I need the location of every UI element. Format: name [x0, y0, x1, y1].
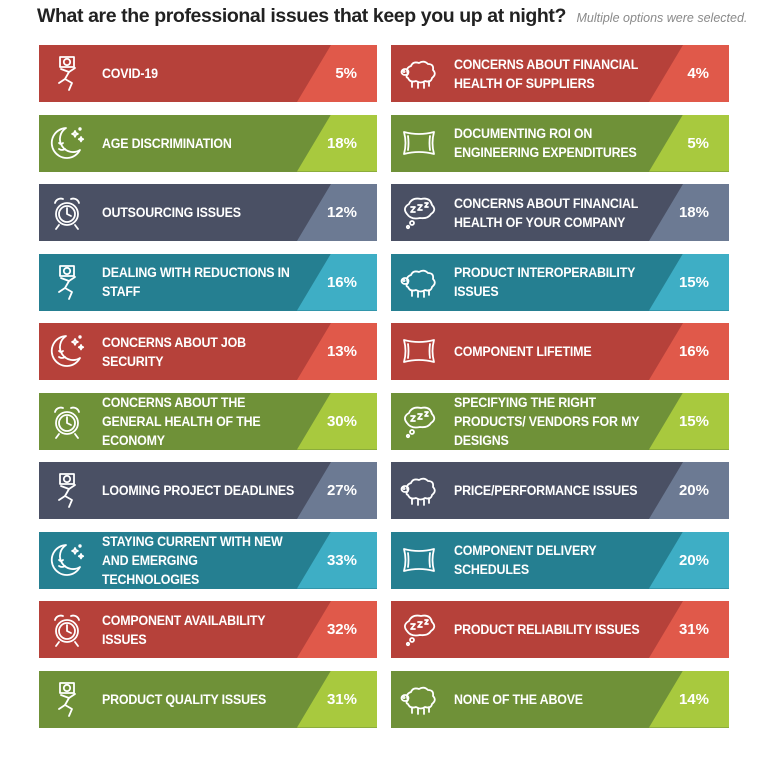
- moon-stars-icon: [47, 331, 87, 371]
- issue-row: CONCERNS ABOUT THE GENERAL HEALTH OF THE…: [39, 392, 377, 450]
- issue-row: DOCUMENTING ROI ON ENGINEERING EXPENDITU…: [391, 114, 729, 172]
- zzz-bubble-icon: [399, 609, 439, 649]
- issue-row: DEALING WITH REDUCTIONS IN STAFF 16%: [39, 253, 377, 311]
- issue-row: NONE OF THE ABOVE 14%: [391, 670, 729, 728]
- issue-percent: 14%: [678, 690, 709, 708]
- issue-row: SPECIFYING THE RIGHT PRODUCTS/ VENDORS F…: [391, 392, 729, 450]
- chart-subtitle: Multiple options were selected.: [576, 11, 748, 25]
- issue-label: PRODUCT INTEROPERABILITY ISSUES: [454, 265, 635, 299]
- issue-row: CONCERNS ABOUT JOB SECURITY 13%: [39, 323, 377, 380]
- issue-label: CONCERNS ABOUT FINANCIAL HEALTH OF SUPPL…: [454, 56, 638, 91]
- pillow-icon: [399, 123, 439, 163]
- sheep-icon: [399, 679, 439, 719]
- issue-percent: 5%: [335, 65, 357, 82]
- alarm-clock-icon: [47, 192, 87, 232]
- issue-label: NONE OF THE ABOVE: [454, 691, 583, 707]
- sheep-icon: [399, 262, 439, 302]
- zzz-bubble-icon: [399, 401, 439, 441]
- issue-row: COMPONENT DELIVERY SCHEDULES 20%: [391, 531, 729, 589]
- chart-title: What are the professional issues that ke…: [37, 5, 566, 27]
- chart-title-block: What are the professional issues that ke…: [37, 5, 767, 28]
- issue-percent: 15%: [678, 412, 709, 430]
- issue-percent: 12%: [326, 204, 357, 221]
- issue-row: AGE DISCRIMINATION 18%: [39, 114, 377, 172]
- moon-stars-icon: [47, 123, 87, 163]
- issue-label: CONCERNS ABOUT JOB SECURITY: [102, 334, 246, 369]
- person-in-bed-icon: [47, 53, 87, 93]
- issue-label: AGE DISCRIMINATION: [102, 135, 232, 151]
- issue-row: PRICE/PERFORMANCE ISSUES 20%: [391, 462, 729, 519]
- issue-row: OUTSOURCING ISSUES 12%: [39, 184, 377, 241]
- issue-label: DEALING WITH REDUCTIONS IN STAFF: [102, 265, 290, 299]
- issue-label: OUTSOURCING ISSUES: [102, 205, 241, 220]
- sheep-icon: [399, 53, 439, 93]
- issue-percent: 31%: [678, 621, 709, 638]
- issue-percent: 20%: [678, 482, 709, 499]
- issue-percent: 4%: [687, 65, 709, 82]
- issue-percent: 16%: [678, 343, 709, 360]
- issue-label: PRICE/PERFORMANCE ISSUES: [454, 483, 638, 498]
- issue-label: SPECIFYING THE RIGHT PRODUCTS/ VENDORS F…: [454, 394, 640, 448]
- zzz-bubble-icon: [399, 192, 439, 232]
- sheep-icon: [399, 470, 439, 510]
- issue-row: PRODUCT INTEROPERABILITY ISSUES 15%: [391, 253, 729, 311]
- moon-stars-icon: [47, 540, 87, 580]
- issue-row: LOOMING PROJECT DEADLINES 27%: [39, 462, 377, 519]
- issue-row: COMPONENT AVAILABILITY ISSUES 32%: [39, 601, 377, 658]
- issue-row: STAYING CURRENT WITH NEW AND EMERGING TE…: [39, 531, 377, 589]
- issue-percent: 16%: [326, 273, 357, 291]
- issue-percent: 30%: [326, 412, 357, 430]
- issue-percent: 18%: [678, 204, 709, 221]
- pillow-icon: [399, 331, 439, 371]
- issue-label: COMPONENT AVAILABILITY ISSUES: [102, 612, 266, 647]
- issue-label: DOCUMENTING ROI ON ENGINEERING EXPENDITU…: [454, 126, 637, 160]
- issue-percent: 32%: [326, 621, 357, 638]
- issue-percent: 5%: [687, 134, 709, 152]
- issue-label: CONCERNS ABOUT FINANCIAL HEALTH OF YOUR …: [454, 195, 638, 230]
- issue-percent: 13%: [326, 343, 357, 360]
- issue-label: PRODUCT QUALITY ISSUES: [102, 691, 267, 707]
- issue-percent: 15%: [678, 273, 709, 291]
- issue-label: STAYING CURRENT WITH NEW AND EMERGING TE…: [102, 533, 283, 587]
- issue-row: PRODUCT QUALITY ISSUES 31%: [39, 670, 377, 728]
- issue-percent: 31%: [326, 690, 357, 708]
- alarm-clock-icon: [47, 401, 87, 441]
- person-in-bed-icon: [47, 262, 87, 302]
- issue-label: CONCERNS ABOUT THE GENERAL HEALTH OF THE…: [102, 394, 261, 448]
- issue-row: CONCERNS ABOUT FINANCIAL HEALTH OF SUPPL…: [391, 45, 729, 102]
- issue-percent: 27%: [326, 482, 357, 499]
- alarm-clock-icon: [47, 609, 87, 649]
- issue-label: PRODUCT RELIABILITY ISSUES: [454, 622, 640, 637]
- issue-row: PRODUCT RELIABILITY ISSUES 31%: [391, 601, 729, 658]
- issue-row: COVID-19 5%: [39, 45, 377, 102]
- issue-percent: 33%: [326, 551, 357, 569]
- issue-row: COMPONENT LIFETIME 16%: [391, 323, 729, 380]
- person-in-bed-icon: [47, 679, 87, 719]
- person-in-bed-icon: [47, 470, 87, 510]
- issue-percent: 20%: [678, 551, 709, 569]
- issue-label: COVID-19: [102, 66, 158, 81]
- issue-label: LOOMING PROJECT DEADLINES: [102, 483, 295, 498]
- issue-label: COMPONENT DELIVERY SCHEDULES: [454, 543, 597, 577]
- issue-percent: 18%: [326, 134, 357, 152]
- issue-row: CONCERNS ABOUT FINANCIAL HEALTH OF YOUR …: [391, 184, 729, 241]
- issue-label: COMPONENT LIFETIME: [454, 344, 592, 359]
- pillow-icon: [399, 540, 439, 580]
